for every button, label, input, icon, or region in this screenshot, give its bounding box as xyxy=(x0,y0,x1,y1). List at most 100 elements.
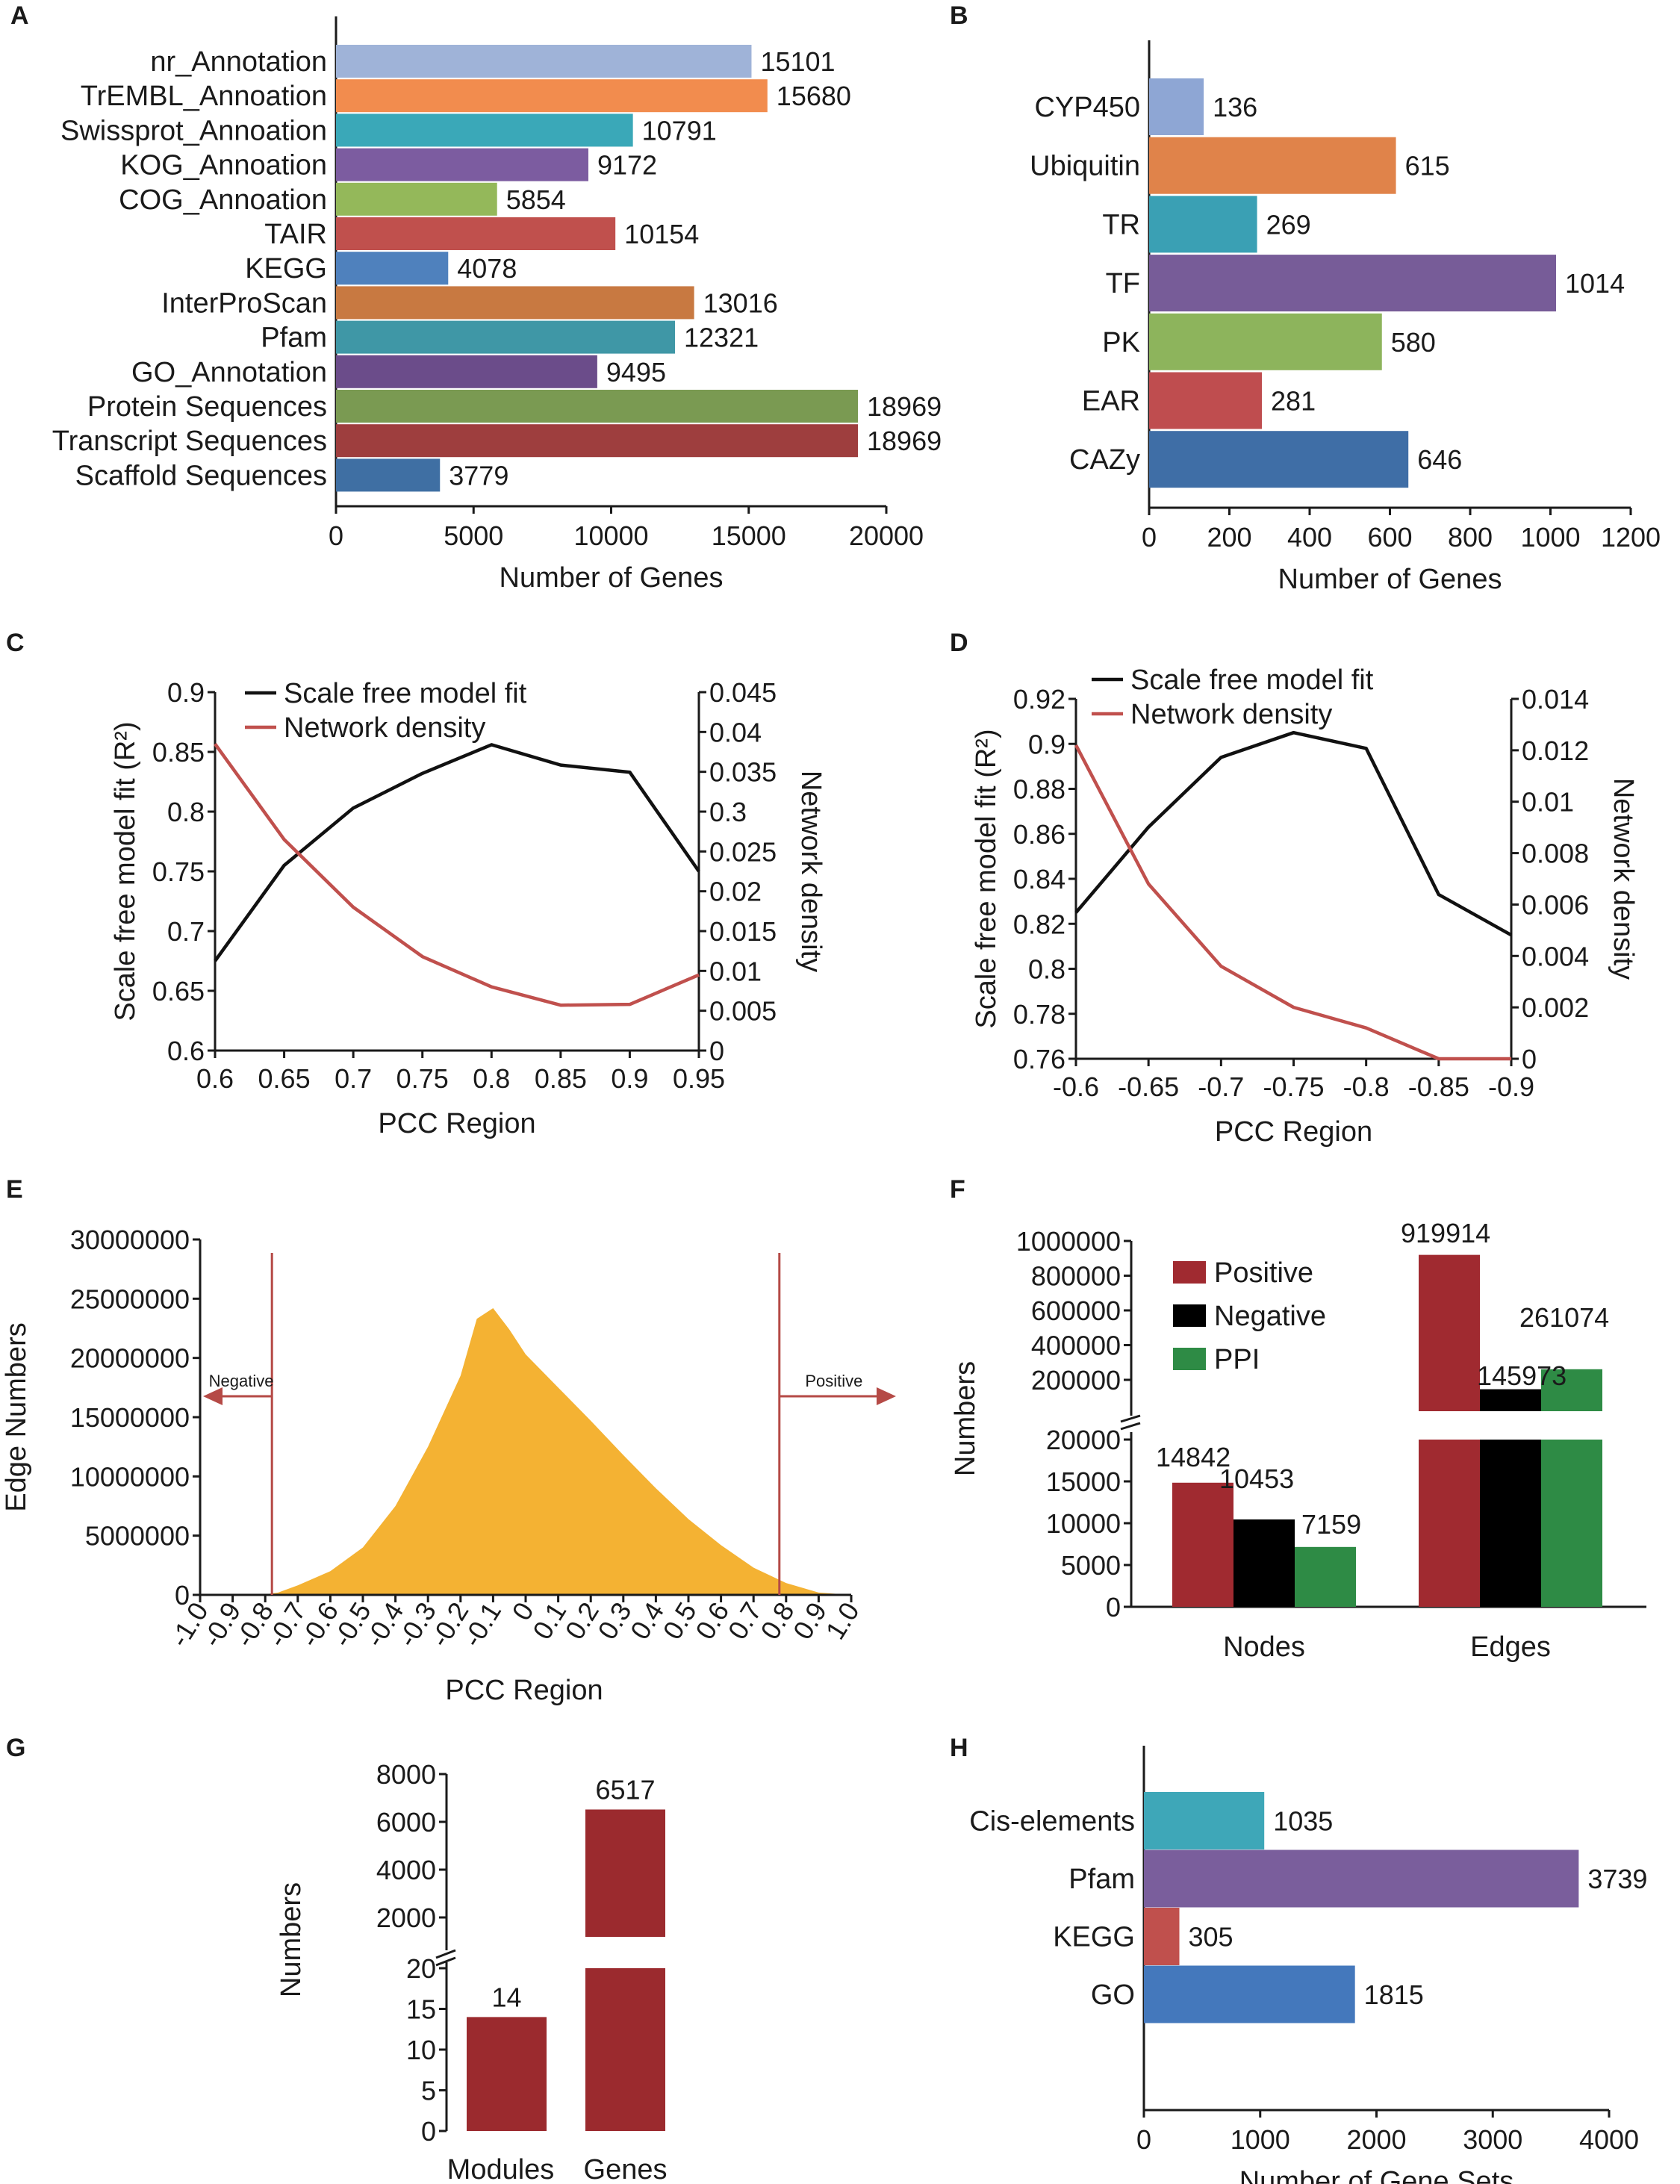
y-tick-label: 200000 xyxy=(1031,1365,1121,1396)
bar xyxy=(1144,1965,1355,2023)
legend-label: Scale free model fit xyxy=(284,678,527,709)
x-tick-label: 0.65 xyxy=(258,1063,311,1094)
y-tick-label: 10 xyxy=(406,2035,436,2065)
x-axis-title: PCC Region xyxy=(445,1675,603,1706)
x-tick-label: -0.8 xyxy=(1343,1071,1390,1102)
bar-value-label: 9172 xyxy=(597,150,657,181)
category-label: Pfam xyxy=(1068,1864,1135,1895)
right-axis-title: Network density xyxy=(1608,778,1639,980)
bar-value-label: 15101 xyxy=(760,46,835,77)
y-axis-title: Edge Numbers xyxy=(1,1322,32,1511)
bar xyxy=(1149,196,1257,253)
x-tick-label: 0.75 xyxy=(396,1063,449,1094)
bar-value-label: 3739 xyxy=(1587,1864,1647,1894)
bar-value-label: 18969 xyxy=(867,391,942,422)
x-tick-label: 800 xyxy=(1448,522,1493,553)
bar-value-label: 580 xyxy=(1391,327,1436,358)
bar xyxy=(336,79,768,113)
x-tick-label: -0.85 xyxy=(1408,1071,1469,1102)
bar xyxy=(336,286,694,320)
x-tick-label: 0.85 xyxy=(535,1063,587,1094)
y-tick-label: 8000 xyxy=(376,1759,436,1790)
x-tick-label: -0.75 xyxy=(1263,1071,1324,1102)
y-tick-label: 15 xyxy=(406,1994,436,2025)
left-tick-label: 0.78 xyxy=(1013,999,1065,1030)
x-tick-label: 15000 xyxy=(712,520,786,551)
category-label: Protein Sequences xyxy=(87,391,327,423)
bar-lower-segment xyxy=(1419,1440,1480,1607)
x-tick-label: 4000 xyxy=(1579,2124,1639,2155)
right-tick-label: 0.004 xyxy=(1522,941,1589,971)
right-tick-label: 0.04 xyxy=(709,717,762,747)
bar-value-label: 646 xyxy=(1417,444,1462,475)
x-tick-label: 20000 xyxy=(849,520,924,551)
right-tick-label: 0.006 xyxy=(1522,889,1589,920)
category-label: PK xyxy=(1102,327,1140,358)
category-label: GO_Annotation xyxy=(131,357,327,388)
y-tick-label: 1000000 xyxy=(1016,1226,1121,1257)
category-label: TrEMBL_Annoation xyxy=(81,81,327,112)
x-axis-title: Number of Genes xyxy=(500,562,724,594)
left-tick-label: 0.9 xyxy=(1028,729,1065,759)
bar-value-label: 14 xyxy=(491,1982,521,2012)
y-axis-title: Numbers xyxy=(950,1361,981,1476)
x-axis-title: PCC Region xyxy=(1215,1116,1372,1148)
left-axis-title: Scale free model fit (R²) xyxy=(971,729,1002,1028)
bar xyxy=(1144,1849,1579,1908)
axis-break-mark xyxy=(435,1956,456,1967)
bar xyxy=(336,458,441,492)
y-axis-title: Numbers xyxy=(276,1882,307,1997)
bar xyxy=(1233,1519,1295,1607)
y-tick-label: 2000 xyxy=(376,1903,436,1933)
y-tick-label: 4000 xyxy=(376,1855,436,1885)
x-tick-label: 0 xyxy=(1142,522,1157,553)
bar-value-label: 269 xyxy=(1266,209,1311,240)
left-axis-title: Scale free model fit (R²) xyxy=(110,721,141,1021)
left-tick-label: 0.8 xyxy=(1028,954,1065,985)
series-line-model-fit xyxy=(214,743,700,962)
bar xyxy=(1149,137,1396,194)
x-tick-label: 0 xyxy=(1136,2124,1151,2155)
bar-value-label: 13016 xyxy=(703,287,778,318)
x-tick-label: 600 xyxy=(1367,522,1412,553)
bar-lower-segment xyxy=(1541,1440,1602,1607)
bar-upper-segment xyxy=(1419,1254,1480,1411)
y-tick-label: 5 xyxy=(421,2076,436,2106)
category-label: TR xyxy=(1102,209,1140,240)
panel-e-chart: 0 5000000 10000000 15000000 20000000 25000000… xyxy=(1,1225,896,1706)
y-tick-label: 25000000 xyxy=(70,1284,190,1314)
bar xyxy=(1149,313,1382,370)
y-tick-label: 30000000 xyxy=(70,1225,190,1255)
bar xyxy=(1144,1908,1180,1965)
bar-value-label: 1815 xyxy=(1364,1979,1424,2010)
bar-value-label: 10154 xyxy=(624,219,699,249)
series-line-network-density xyxy=(214,743,700,1007)
bar xyxy=(1144,1792,1265,1849)
axis-break-mark xyxy=(1120,1422,1141,1431)
x-tick-label: 3000 xyxy=(1463,2124,1522,2155)
category-label: nr_Annotation xyxy=(150,46,327,78)
right-tick-label: 0.035 xyxy=(709,757,777,788)
right-tick-label: 0.002 xyxy=(1522,992,1589,1023)
panel-b-chart: 0 200 400 600 800 1000 1200 Number of Genes CYP4… xyxy=(1030,40,1661,595)
category-label: Ubiquitin xyxy=(1030,151,1140,182)
panel-a-chart: 0 5000 10000 15000 20000 Number of Genes nr_An… xyxy=(52,16,942,594)
panel-label-a: A xyxy=(10,1,29,30)
bar-value-label: 6517 xyxy=(595,1774,655,1805)
y-tick-label: 20000 xyxy=(1046,1425,1121,1455)
x-tick-label: -0.65 xyxy=(1118,1071,1179,1102)
right-tick-label: 0 xyxy=(709,1036,724,1066)
left-tick-label: 0.75 xyxy=(152,856,205,887)
left-tick-label: 0.84 xyxy=(1013,864,1065,895)
category-label: Cis-elements xyxy=(969,1806,1135,1838)
bar-value-label: 1035 xyxy=(1273,1806,1333,1837)
legend-swatch xyxy=(1173,1261,1206,1284)
panel-d-chart: 0.76 0.78 0.8 0.82 0.84 0.86 0.88 0.9 0.92 0 0.002… xyxy=(971,665,1639,1148)
x-tick-label: 2000 xyxy=(1346,2124,1406,2155)
bar xyxy=(336,424,859,458)
y-tick-label: 400000 xyxy=(1031,1331,1121,1361)
legend-swatch xyxy=(1173,1348,1206,1370)
axis-break-mark xyxy=(1120,1414,1141,1423)
left-tick-label: 0.9 xyxy=(167,677,205,708)
